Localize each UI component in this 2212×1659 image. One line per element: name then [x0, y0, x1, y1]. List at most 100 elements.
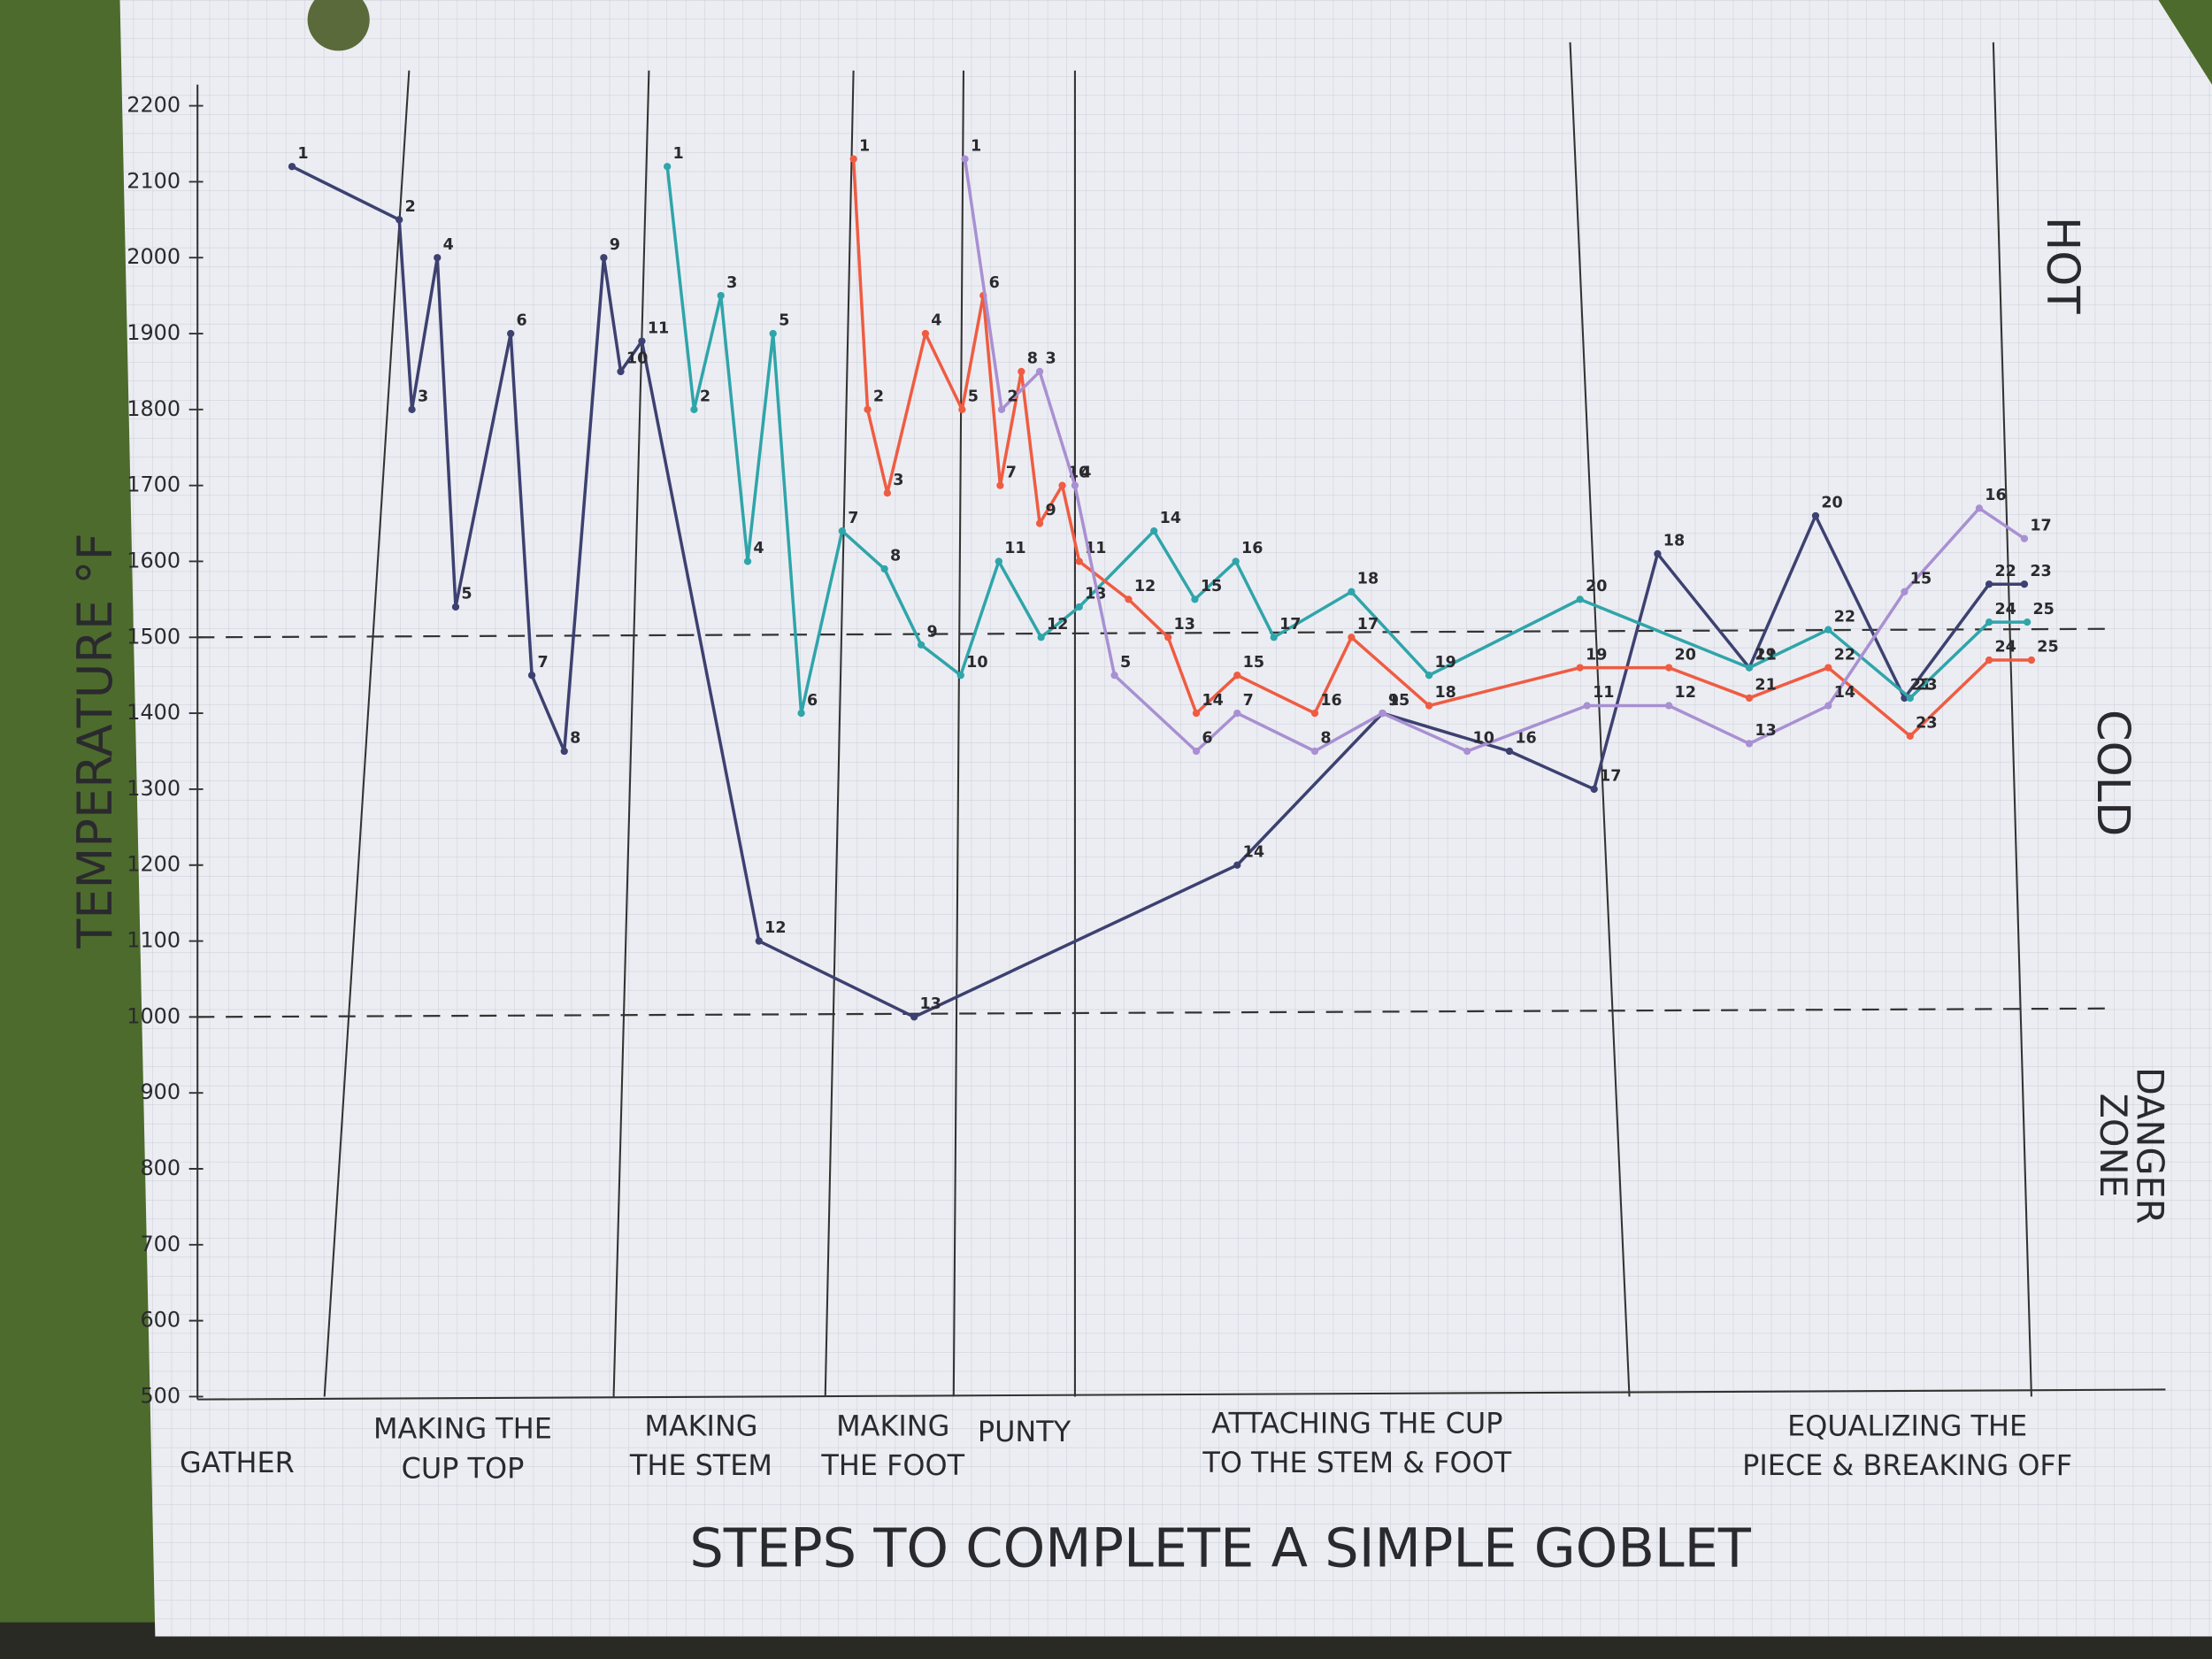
data-point	[1665, 702, 1673, 710]
point-label: 14	[1202, 692, 1223, 710]
y-tick-label: 600	[140, 1308, 180, 1333]
data-point	[560, 747, 568, 756]
point-label: 25	[2037, 639, 2058, 657]
point-label: 16	[1515, 730, 1536, 748]
data-point	[1192, 709, 1201, 718]
point-label: 17	[2030, 517, 2051, 534]
data-point	[769, 329, 777, 338]
point-label: 5	[461, 586, 472, 603]
point-label: 19	[1434, 654, 1455, 672]
point-label: 1	[673, 145, 684, 163]
x-axis-label: STEPS TO COMPLETE A SIMPLE GOBLET	[689, 1517, 1752, 1579]
data-point	[1192, 747, 1201, 756]
point-label: 23	[1916, 677, 1937, 695]
data-point	[1590, 785, 1598, 794]
reference-line	[197, 627, 2105, 639]
point-label: 12	[1047, 616, 1068, 634]
data-point	[1745, 664, 1754, 672]
frame	[196, 42, 2166, 1401]
data-point	[1665, 664, 1673, 672]
data-point	[1906, 694, 1914, 703]
data-point	[880, 565, 888, 573]
point-label: 3	[1045, 350, 1056, 368]
data-point	[527, 672, 536, 680]
point-label: 11	[648, 319, 669, 337]
point-label: 6	[1202, 730, 1212, 748]
data-point	[1985, 580, 1993, 588]
data-point	[1824, 664, 1832, 672]
data-point	[864, 405, 872, 413]
point-label: 2	[700, 388, 710, 405]
data-point	[1811, 511, 1820, 520]
punch-hole	[307, 0, 370, 51]
data-point	[1058, 481, 1066, 489]
data-point	[1425, 702, 1433, 710]
data-point	[1583, 702, 1591, 710]
data-point	[1164, 634, 1172, 641]
category-label: ATTACHING THE CUP	[1211, 1406, 1502, 1440]
point-label: 9	[1388, 692, 1399, 710]
point-label: 4	[443, 236, 454, 254]
point-label: 23	[1916, 714, 1937, 732]
data-point	[743, 557, 752, 565]
data-point	[600, 254, 608, 262]
paper-grid	[119, 0, 2212, 1637]
point-label: 15	[1201, 578, 1222, 595]
data-point	[1505, 747, 1514, 756]
data-point	[1150, 527, 1158, 535]
point-label: 21	[1755, 646, 1776, 664]
point-label: 15	[1243, 654, 1264, 672]
y-tick-label: 1900	[127, 320, 180, 345]
point-label: 23	[2030, 563, 2051, 580]
y-tick-label: 1100	[127, 928, 180, 953]
point-label: 9	[927, 624, 938, 641]
zone-label: DANGER	[2129, 1067, 2171, 1225]
category-label: GATHER	[180, 1446, 295, 1479]
data-point	[1233, 861, 1241, 869]
point-label: 13	[1174, 616, 1195, 634]
point-label: 18	[1663, 533, 1685, 550]
y-tick-label: 1300	[127, 776, 180, 801]
y-tick-label: 2100	[127, 168, 180, 193]
data-point	[838, 527, 846, 535]
data-point	[1348, 634, 1356, 641]
data-point	[921, 329, 930, 338]
y-tick-label: 800	[140, 1156, 180, 1180]
point-label: 1	[971, 137, 981, 155]
category-label: CUP TOP	[402, 1451, 525, 1485]
y-tick-label: 1700	[127, 472, 180, 497]
data-point	[1310, 747, 1319, 756]
data-point	[1576, 595, 1584, 603]
point-label: 8	[890, 548, 901, 565]
data-point	[1348, 588, 1356, 595]
category-label: PUNTY	[978, 1415, 1071, 1448]
data-point	[849, 155, 857, 163]
section-line	[952, 70, 965, 1397]
point-label: 13	[1755, 722, 1776, 740]
x-axis	[197, 1388, 2166, 1401]
section-line	[1992, 42, 2032, 1397]
point-label: 12	[1675, 684, 1696, 702]
data-point	[883, 489, 892, 497]
data-point	[1901, 588, 1909, 595]
data-point	[1037, 634, 1045, 641]
data-point	[1425, 672, 1433, 680]
y-tick-label: 1000	[127, 1003, 180, 1028]
data-point	[755, 937, 763, 945]
data-point	[434, 254, 442, 262]
category-label: EQUALIZING THE	[1787, 1409, 2027, 1443]
point-label: 2	[873, 388, 884, 405]
y-tick-label: 1200	[127, 852, 180, 877]
point-label: 7	[848, 510, 858, 527]
point-label: 8	[1320, 730, 1331, 748]
data-point	[1379, 709, 1386, 718]
data-point	[1745, 694, 1754, 703]
point-label: 2	[1007, 388, 1018, 405]
point-label: 10	[966, 654, 987, 672]
data-point	[1463, 747, 1471, 756]
point-label: 25	[2033, 601, 2055, 618]
point-label: 17	[1279, 616, 1301, 634]
data-point	[396, 216, 403, 224]
data-point	[1233, 709, 1241, 718]
